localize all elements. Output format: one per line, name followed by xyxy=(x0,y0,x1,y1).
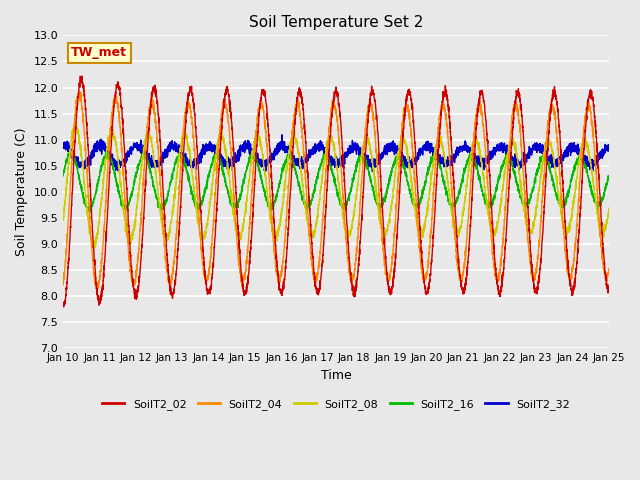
SoilT2_32 xyxy=(176,144,184,150)
Title: Soil Temperature Set 2: Soil Temperature Set 2 xyxy=(249,15,423,30)
SoilT2_16 xyxy=(390,162,397,168)
X-axis label: Time: Time xyxy=(321,369,351,382)
SoilT2_04 xyxy=(605,265,612,271)
SoilT2_32 xyxy=(212,147,220,153)
SoilT2_32 xyxy=(605,148,612,154)
SoilT2_32 xyxy=(390,141,397,146)
SoilT2_32 xyxy=(399,155,407,161)
SoilT2_04 xyxy=(93,287,101,293)
Line: SoilT2_16: SoilT2_16 xyxy=(63,151,609,213)
SoilT2_04 xyxy=(554,135,561,141)
Line: SoilT2_02: SoilT2_02 xyxy=(63,76,609,307)
SoilT2_04 xyxy=(177,169,184,175)
SoilT2_04 xyxy=(75,89,83,95)
SoilT2_32 xyxy=(60,142,67,148)
SoilT2_02 xyxy=(177,205,184,211)
SoilT2_08 xyxy=(177,147,184,153)
SoilT2_02 xyxy=(554,100,561,106)
Legend: SoilT2_02, SoilT2_04, SoilT2_08, SoilT2_16, SoilT2_32: SoilT2_02, SoilT2_04, SoilT2_08, SoilT2_… xyxy=(97,395,575,414)
SoilT2_32 xyxy=(605,142,612,148)
SoilT2_08 xyxy=(605,209,612,215)
SoilT2_08 xyxy=(89,245,97,251)
Line: SoilT2_04: SoilT2_04 xyxy=(63,92,609,290)
SoilT2_08 xyxy=(605,205,612,211)
SoilT2_16 xyxy=(554,196,561,202)
SoilT2_08 xyxy=(72,119,79,125)
SoilT2_08 xyxy=(554,178,561,184)
SoilT2_02 xyxy=(60,303,67,309)
SoilT2_02 xyxy=(605,288,612,293)
SoilT2_16 xyxy=(60,173,67,179)
SoilT2_04 xyxy=(399,120,407,125)
SoilT2_16 xyxy=(605,173,612,179)
Line: SoilT2_08: SoilT2_08 xyxy=(63,122,609,248)
Text: TW_met: TW_met xyxy=(71,46,127,60)
SoilT2_08 xyxy=(60,217,67,223)
SoilT2_16 xyxy=(212,153,220,158)
Y-axis label: Soil Temperature (C): Soil Temperature (C) xyxy=(15,128,28,256)
SoilT2_02 xyxy=(605,288,612,294)
SoilT2_16 xyxy=(141,148,148,154)
SoilT2_08 xyxy=(390,189,397,194)
SoilT2_04 xyxy=(605,271,612,277)
SoilT2_16 xyxy=(84,210,92,216)
SoilT2_02 xyxy=(390,274,397,279)
SoilT2_04 xyxy=(390,244,397,250)
SoilT2_02 xyxy=(60,304,67,310)
SoilT2_16 xyxy=(605,173,612,179)
SoilT2_08 xyxy=(399,136,407,142)
SoilT2_32 xyxy=(554,157,561,163)
SoilT2_04 xyxy=(60,282,67,288)
SoilT2_02 xyxy=(399,134,407,140)
SoilT2_32 xyxy=(261,169,269,175)
SoilT2_32 xyxy=(278,132,285,138)
Line: SoilT2_32: SoilT2_32 xyxy=(63,135,609,172)
SoilT2_16 xyxy=(399,162,407,168)
SoilT2_02 xyxy=(78,73,86,79)
SoilT2_08 xyxy=(212,156,220,161)
SoilT2_02 xyxy=(212,221,220,227)
SoilT2_04 xyxy=(212,182,220,188)
SoilT2_16 xyxy=(177,153,184,158)
